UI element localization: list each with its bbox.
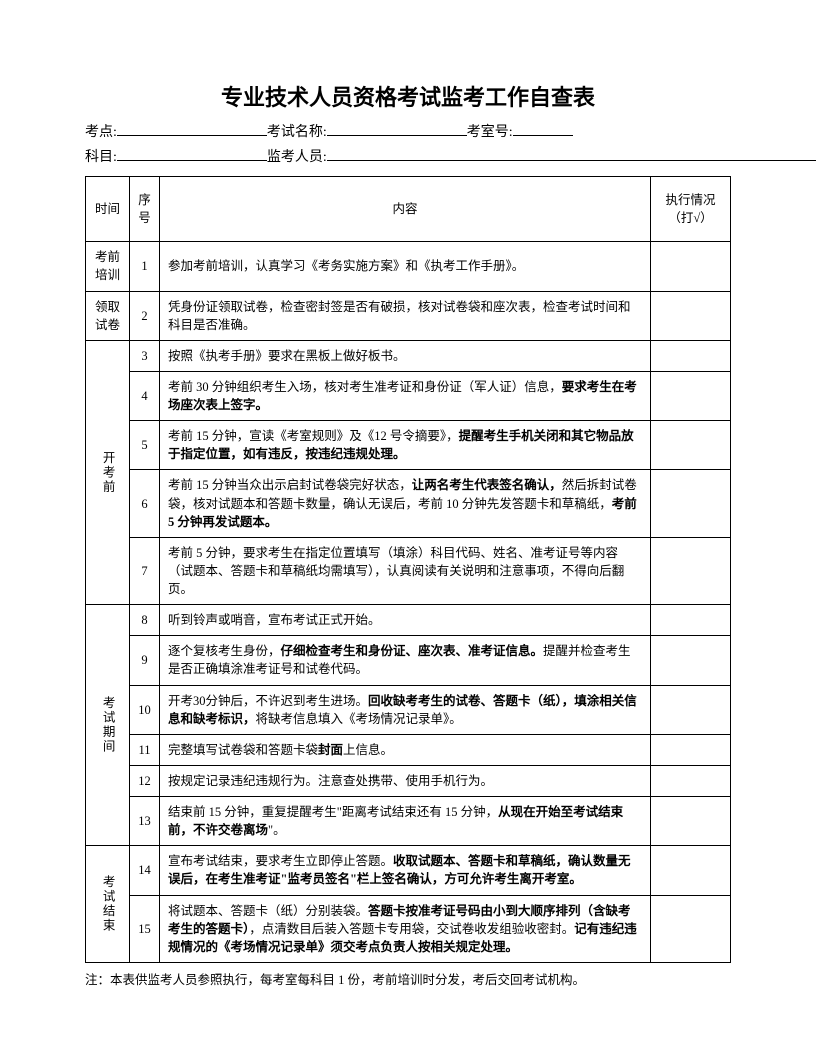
content-cell: 结束前 15 分钟，重复提醒考生"距离考试结束还有 15 分钟，从现在开始至考试… bbox=[160, 797, 651, 846]
seq-cell: 4 bbox=[130, 371, 160, 420]
check-cell[interactable] bbox=[651, 421, 731, 470]
seq-cell: 10 bbox=[130, 685, 160, 734]
check-cell[interactable] bbox=[651, 734, 731, 765]
header-content: 内容 bbox=[160, 177, 651, 242]
meta-examname-field[interactable] bbox=[327, 118, 467, 136]
check-cell[interactable] bbox=[651, 797, 731, 846]
check-cell[interactable] bbox=[651, 470, 731, 537]
section-time-label: 领取试卷 bbox=[86, 291, 130, 340]
table-row: 7考前 5 分钟，要求考生在指定位置填写（填涂）科目代码、姓名、准考证号等内容（… bbox=[86, 537, 731, 604]
content-cell: 逐个复核考生身份，仔细检查考生和身份证、座次表、准考证信息。提醒并检查考生是否正… bbox=[160, 636, 651, 685]
seq-cell: 2 bbox=[130, 291, 160, 340]
section-time-label: 考试结束 bbox=[86, 846, 130, 963]
table-row: 4考前 30 分钟组织考生入场，核对考生准考证和身份证（军人证）信息，要求考生在… bbox=[86, 371, 731, 420]
seq-cell: 1 bbox=[130, 242, 160, 291]
table-row: 领取试卷2凭身份证领取试卷，检查密封签是否有破损，核对试卷袋和座次表，检查考试时… bbox=[86, 291, 731, 340]
meta-row-1: 考点: 考试名称: 考室号: bbox=[85, 118, 731, 141]
header-time: 时间 bbox=[86, 177, 130, 242]
seq-cell: 11 bbox=[130, 734, 160, 765]
meta-examname: 考试名称: bbox=[267, 118, 467, 141]
table-row: 考试期间8听到铃声或哨音，宣布考试正式开始。 bbox=[86, 605, 731, 636]
table-row: 11完整填写试卷袋和答题卡袋封面上信息。 bbox=[86, 734, 731, 765]
page-title: 专业技术人员资格考试监考工作自查表 bbox=[85, 80, 731, 112]
meta-row-2: 科目: 监考人员: bbox=[85, 143, 731, 166]
seq-cell: 9 bbox=[130, 636, 160, 685]
table-row: 13结束前 15 分钟，重复提醒考生"距离考试结束还有 15 分钟，从现在开始至… bbox=[86, 797, 731, 846]
table-row: 6考前 15 分钟当众出示启封试卷袋完好状态，让两名考生代表签名确认，然后拆封试… bbox=[86, 470, 731, 537]
header-seq: 序号 bbox=[130, 177, 160, 242]
content-cell: 将试题本、答题卡（纸）分别装袋。答题卡按准考证号码由小到大顺序排列（含缺考考生的… bbox=[160, 895, 651, 962]
table-row: 10开考30分钟后，不许迟到考生进场。回收缺考考生的试卷、答题卡（纸），填涂相关… bbox=[86, 685, 731, 734]
seq-cell: 3 bbox=[130, 340, 160, 371]
seq-cell: 15 bbox=[130, 895, 160, 962]
section-time-label: 开考前 bbox=[86, 340, 130, 604]
meta-proctor: 监考人员: bbox=[267, 143, 816, 166]
table-row: 9逐个复核考生身份，仔细检查考生和身份证、座次表、准考证信息。提醒并检查考生是否… bbox=[86, 636, 731, 685]
content-cell: 听到铃声或哨音，宣布考试正式开始。 bbox=[160, 605, 651, 636]
meta-site: 考点: bbox=[85, 118, 267, 141]
check-cell[interactable] bbox=[651, 636, 731, 685]
meta-subject: 科目: bbox=[85, 143, 267, 166]
header-check: 执行情况（打√） bbox=[651, 177, 731, 242]
meta-site-label: 考点: bbox=[85, 121, 117, 141]
seq-cell: 7 bbox=[130, 537, 160, 604]
meta-proctor-label: 监考人员: bbox=[267, 146, 327, 166]
content-cell: 宣布考试结束，要求考生立即停止答题。收取试题本、答题卡和草稿纸，确认数量无误后，… bbox=[160, 846, 651, 895]
table-row: 5考前 15 分钟，宣读《考室规则》及《12 号令摘要》，提醒考生手机关闭和其它… bbox=[86, 421, 731, 470]
content-cell: 考前 15 分钟当众出示启封试卷袋完好状态，让两名考生代表签名确认，然后拆封试卷… bbox=[160, 470, 651, 537]
check-cell[interactable] bbox=[651, 340, 731, 371]
table-row: 12按规定记录违纪违规行为。注意查处携带、使用手机行为。 bbox=[86, 765, 731, 796]
section-time-label: 考前培训 bbox=[86, 242, 130, 291]
content-cell: 考前 15 分钟，宣读《考室规则》及《12 号令摘要》，提醒考生手机关闭和其它物… bbox=[160, 421, 651, 470]
content-cell: 考前 30 分钟组织考生入场，核对考生准考证和身份证（军人证）信息，要求考生在考… bbox=[160, 371, 651, 420]
meta-subject-label: 科目: bbox=[85, 146, 117, 166]
check-cell[interactable] bbox=[651, 765, 731, 796]
table-row: 考试结束14宣布考试结束，要求考生立即停止答题。收取试题本、答题卡和草稿纸，确认… bbox=[86, 846, 731, 895]
meta-room-field[interactable] bbox=[513, 118, 573, 136]
seq-cell: 8 bbox=[130, 605, 160, 636]
check-cell[interactable] bbox=[651, 537, 731, 604]
seq-cell: 14 bbox=[130, 846, 160, 895]
table-row: 15将试题本、答题卡（纸）分别装袋。答题卡按准考证号码由小到大顺序排列（含缺考考… bbox=[86, 895, 731, 962]
content-cell: 完整填写试卷袋和答题卡袋封面上信息。 bbox=[160, 734, 651, 765]
check-cell[interactable] bbox=[651, 605, 731, 636]
content-cell: 凭身份证领取试卷，检查密封签是否有破损，核对试卷袋和座次表，检查考试时间和科目是… bbox=[160, 291, 651, 340]
meta-examname-label: 考试名称: bbox=[267, 121, 327, 141]
table-row: 考前培训1参加考前培训，认真学习《考务实施方案》和《执考工作手册》。 bbox=[86, 242, 731, 291]
table-row: 开考前3按照《执考手册》要求在黑板上做好板书。 bbox=[86, 340, 731, 371]
meta-room-label: 考室号: bbox=[467, 121, 513, 141]
seq-cell: 13 bbox=[130, 797, 160, 846]
seq-cell: 5 bbox=[130, 421, 160, 470]
footnote: 注：本表供监考人员参照执行，每考室每科目 1 份，考前培训时分发，考后交回考试机… bbox=[85, 971, 731, 990]
seq-cell: 12 bbox=[130, 765, 160, 796]
content-cell: 按照《执考手册》要求在黑板上做好板书。 bbox=[160, 340, 651, 371]
meta-site-field[interactable] bbox=[117, 118, 267, 136]
check-cell[interactable] bbox=[651, 291, 731, 340]
content-cell: 按规定记录违纪违规行为。注意查处携带、使用手机行为。 bbox=[160, 765, 651, 796]
check-cell[interactable] bbox=[651, 242, 731, 291]
checklist-table: 时间序号内容执行情况（打√）考前培训1参加考前培训，认真学习《考务实施方案》和《… bbox=[85, 176, 731, 963]
check-cell[interactable] bbox=[651, 371, 731, 420]
meta-room: 考室号: bbox=[467, 118, 573, 141]
meta-subject-field[interactable] bbox=[117, 143, 267, 161]
check-cell[interactable] bbox=[651, 846, 731, 895]
check-cell[interactable] bbox=[651, 895, 731, 962]
content-cell: 参加考前培训，认真学习《考务实施方案》和《执考工作手册》。 bbox=[160, 242, 651, 291]
seq-cell: 6 bbox=[130, 470, 160, 537]
meta-proctor-field[interactable] bbox=[327, 143, 816, 161]
content-cell: 开考30分钟后，不许迟到考生进场。回收缺考考生的试卷、答题卡（纸），填涂相关信息… bbox=[160, 685, 651, 734]
check-cell[interactable] bbox=[651, 685, 731, 734]
section-time-label: 考试期间 bbox=[86, 605, 130, 846]
content-cell: 考前 5 分钟，要求考生在指定位置填写（填涂）科目代码、姓名、准考证号等内容（试… bbox=[160, 537, 651, 604]
